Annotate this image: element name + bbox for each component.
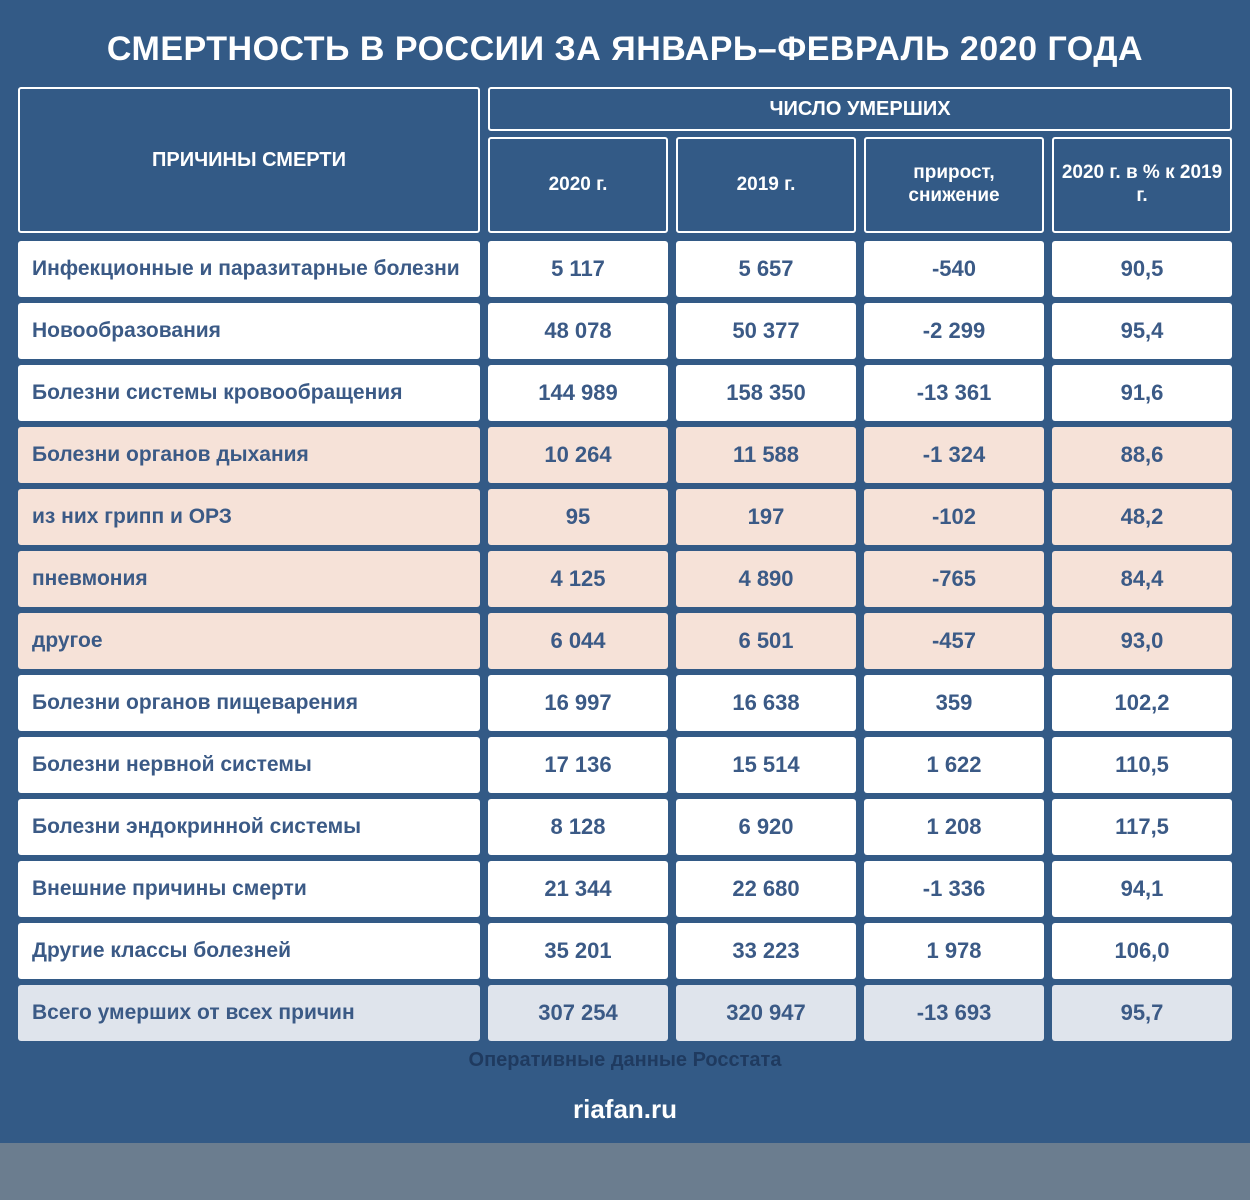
value-cell: -1 324 (864, 427, 1044, 483)
total-row: Всего умерших от всех причин 307 254 320… (18, 985, 1232, 1041)
table-row: другое6 0446 501-45793,0 (18, 613, 1232, 669)
value-cell: 6 044 (488, 613, 668, 669)
value-cell: -457 (864, 613, 1044, 669)
cause-label: Другие классы болезней (18, 923, 480, 979)
value-cell: 359 (864, 675, 1044, 731)
value-cell: -1 336 (864, 861, 1044, 917)
cause-label: Болезни органов дыхания (18, 427, 480, 483)
value-cell: 16 997 (488, 675, 668, 731)
col-header-percent: 2020 г. в % к 2019 г. (1052, 137, 1232, 233)
value-cell: 21 344 (488, 861, 668, 917)
total-percent: 95,7 (1052, 985, 1232, 1041)
value-cell: 4 890 (676, 551, 856, 607)
value-cell: 90,5 (1052, 241, 1232, 297)
causes-column-header: ПРИЧИНЫ СМЕРТИ (18, 87, 480, 233)
value-cell: 117,5 (1052, 799, 1232, 855)
col-header-2019: 2019 г. (676, 137, 856, 233)
table-row: Болезни эндокринной системы8 1286 9201 2… (18, 799, 1232, 855)
value-cell: 95,4 (1052, 303, 1232, 359)
cause-label: Болезни нервной системы (18, 737, 480, 793)
table-row: Внешние причины смерти21 34422 680-1 336… (18, 861, 1232, 917)
value-cell: 197 (676, 489, 856, 545)
value-cell: 106,0 (1052, 923, 1232, 979)
value-cell: 158 350 (676, 365, 856, 421)
deaths-subheaders: 2020 г. 2019 г. прирост, снижение 2020 г… (488, 137, 1232, 233)
table-row: Болезни органов пищеварения16 99716 6383… (18, 675, 1232, 731)
table-row: из них грипп и ОРЗ95197-10248,2 (18, 489, 1232, 545)
total-2020: 307 254 (488, 985, 668, 1041)
total-change: -13 693 (864, 985, 1044, 1041)
value-cell: 11 588 (676, 427, 856, 483)
cause-label: Внешние причины смерти (18, 861, 480, 917)
value-cell: 93,0 (1052, 613, 1232, 669)
value-cell: -2 299 (864, 303, 1044, 359)
table-row: Болезни органов дыхания10 26411 588-1 32… (18, 427, 1232, 483)
value-cell: 10 264 (488, 427, 668, 483)
page-title: СМЕРТНОСТЬ В РОССИИ ЗА ЯНВАРЬ–ФЕВРАЛЬ 20… (18, 18, 1232, 87)
value-cell: 6 920 (676, 799, 856, 855)
table-header-row: ПРИЧИНЫ СМЕРТИ ЧИСЛО УМЕРШИХ 2020 г. 201… (18, 87, 1232, 233)
value-cell: 15 514 (676, 737, 856, 793)
cause-label: Болезни органов пищеварения (18, 675, 480, 731)
value-cell: 35 201 (488, 923, 668, 979)
total-label: Всего умерших от всех причин (18, 985, 480, 1041)
value-cell: 1 622 (864, 737, 1044, 793)
cause-label: пневмония (18, 551, 480, 607)
value-cell: 6 501 (676, 613, 856, 669)
value-cell: 8 128 (488, 799, 668, 855)
value-cell: -102 (864, 489, 1044, 545)
value-cell: 48 078 (488, 303, 668, 359)
col-header-change: прирост, снижение (864, 137, 1044, 233)
value-cell: 16 638 (676, 675, 856, 731)
value-cell: 4 125 (488, 551, 668, 607)
data-table: ПРИЧИНЫ СМЕРТИ ЧИСЛО УМЕРШИХ 2020 г. 201… (18, 87, 1232, 1041)
table-row: Новообразования48 07850 377-2 29995,4 (18, 303, 1232, 359)
value-cell: 1 208 (864, 799, 1044, 855)
table-row: Инфекционные и паразитарные болезни5 117… (18, 241, 1232, 297)
table-row: Болезни нервной системы17 13615 5141 622… (18, 737, 1232, 793)
value-cell: 50 377 (676, 303, 856, 359)
value-cell: 94,1 (1052, 861, 1232, 917)
table-row: пневмония4 1254 890-76584,4 (18, 551, 1232, 607)
value-cell: 144 989 (488, 365, 668, 421)
cause-label: Новообразования (18, 303, 480, 359)
value-cell: 17 136 (488, 737, 668, 793)
deaths-column-group-header: ЧИСЛО УМЕРШИХ (488, 87, 1232, 131)
deaths-header-block: ЧИСЛО УМЕРШИХ 2020 г. 2019 г. прирост, с… (488, 87, 1232, 233)
source-note: Оперативные данные Росстата (18, 1049, 1232, 1072)
value-cell: 33 223 (676, 923, 856, 979)
value-cell: -765 (864, 551, 1044, 607)
value-cell: 102,2 (1052, 675, 1232, 731)
total-2019: 320 947 (676, 985, 856, 1041)
value-cell: 84,4 (1052, 551, 1232, 607)
value-cell: 48,2 (1052, 489, 1232, 545)
value-cell: -540 (864, 241, 1044, 297)
cause-label: Инфекционные и паразитарные болезни (18, 241, 480, 297)
value-cell: 88,6 (1052, 427, 1232, 483)
value-cell: 1 978 (864, 923, 1044, 979)
cause-label: Болезни эндокринной системы (18, 799, 480, 855)
infographic-container: СМЕРТНОСТЬ В РОССИИ ЗА ЯНВАРЬ–ФЕВРАЛЬ 20… (0, 0, 1250, 1143)
table-row: Другие классы болезней35 20133 2231 9781… (18, 923, 1232, 979)
col-header-2020: 2020 г. (488, 137, 668, 233)
cause-label: Болезни системы кровообращения (18, 365, 480, 421)
cause-label: другое (18, 613, 480, 669)
value-cell: 110,5 (1052, 737, 1232, 793)
site-credit: riafan.ru (18, 1094, 1232, 1125)
table-row: Болезни системы кровообращения144 989158… (18, 365, 1232, 421)
value-cell: 22 680 (676, 861, 856, 917)
value-cell: 5 117 (488, 241, 668, 297)
value-cell: -13 361 (864, 365, 1044, 421)
value-cell: 5 657 (676, 241, 856, 297)
table-body: Инфекционные и паразитарные болезни5 117… (18, 241, 1232, 979)
cause-label: из них грипп и ОРЗ (18, 489, 480, 545)
value-cell: 95 (488, 489, 668, 545)
value-cell: 91,6 (1052, 365, 1232, 421)
